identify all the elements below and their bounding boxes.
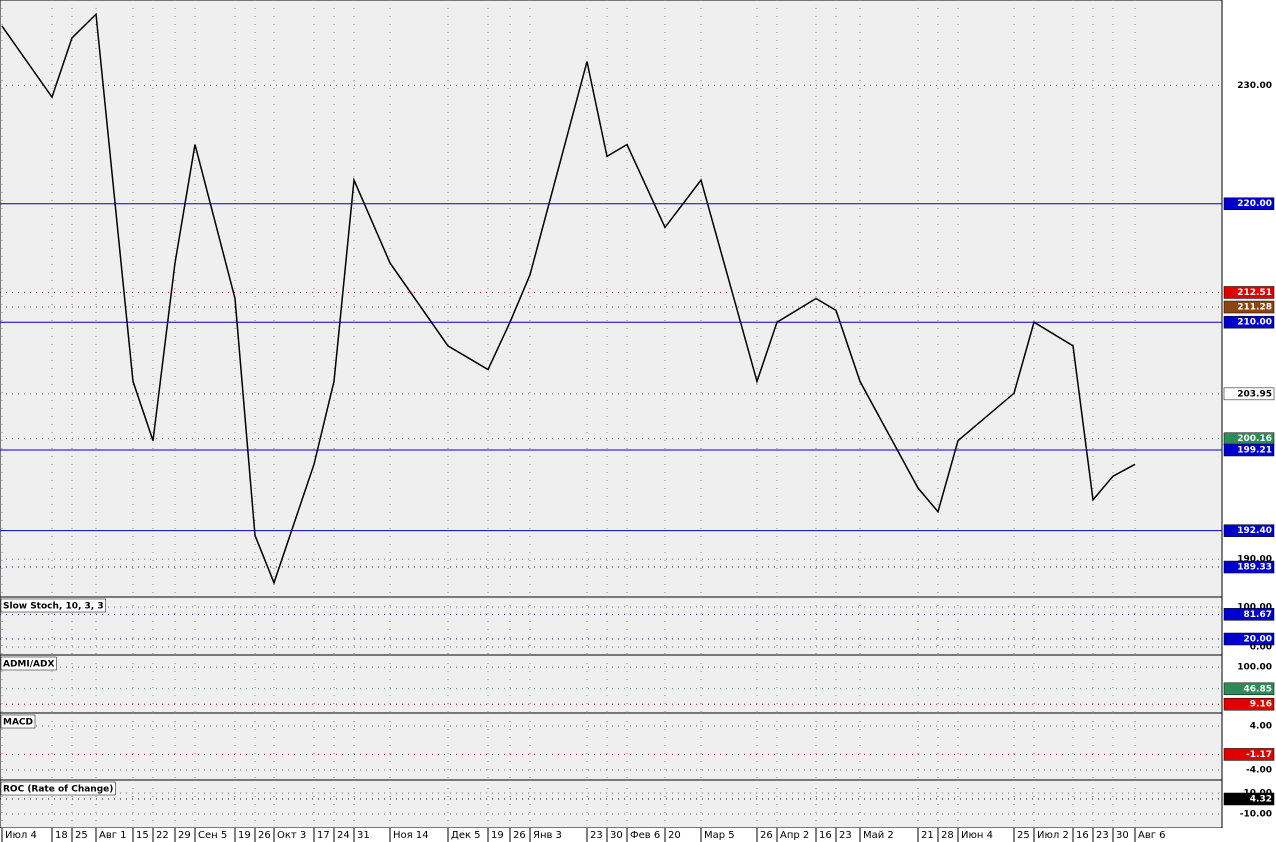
x-tick-label: Июл 2 xyxy=(1037,830,1069,841)
price-tag xyxy=(1223,682,1275,696)
y-tick-label: 211.28 xyxy=(1237,303,1272,313)
x-tick-label: Июн 4 xyxy=(961,830,993,841)
price-tag xyxy=(1223,315,1275,329)
y-tick-label: 81.67 xyxy=(1244,610,1272,620)
x-tick-label: 21 xyxy=(921,830,934,841)
x-tick-label: 31 xyxy=(357,830,370,841)
y-tick-label: -4.00 xyxy=(1246,765,1272,775)
x-tick-label: Май 2 xyxy=(863,830,894,841)
price-tag xyxy=(1223,443,1275,457)
panel xyxy=(0,779,1223,829)
title-bg xyxy=(0,781,116,796)
x-tick-label: Окт 3 xyxy=(277,830,306,841)
title-bg xyxy=(0,714,36,729)
title-bg xyxy=(0,656,57,671)
x-tick-label: 30 xyxy=(610,830,623,841)
y-tick-label: 20.00 xyxy=(1244,635,1272,645)
price-tag xyxy=(1223,387,1275,401)
panel-title: MACD xyxy=(3,718,33,728)
price-tag xyxy=(1223,608,1275,621)
y-tick-label: 46.85 xyxy=(1244,684,1272,694)
x-tick-label: 22 xyxy=(156,830,169,841)
y-tick-label: 220.00 xyxy=(1237,199,1272,209)
y-tick-label: 100.00 xyxy=(1237,663,1272,673)
x-tick-label: 28 xyxy=(941,830,954,841)
y-tick-label: 230.00 xyxy=(1237,81,1272,91)
y-tick-label: 190.00 xyxy=(1237,555,1272,565)
panel-title: ROC (Rate of Change) xyxy=(3,785,113,795)
y-tick-label: 189.33 xyxy=(1237,563,1272,573)
x-tick-label: 26 xyxy=(258,830,271,841)
x-tick-label: Авг 6 xyxy=(1138,830,1166,841)
x-tick-label: 23 xyxy=(590,830,603,841)
x-tick-label: 19 xyxy=(238,830,251,841)
x-tick-label: 26 xyxy=(513,830,526,841)
panel xyxy=(0,596,1223,656)
x-tick-label: Фев 6 xyxy=(630,830,660,841)
y-tick-label: 4.32 xyxy=(1250,794,1272,804)
x-tick-label: Дек 5 xyxy=(451,830,481,841)
x-tick-label: 29 xyxy=(178,830,191,841)
y-tick-label: 200.16 xyxy=(1237,434,1272,444)
price-tag xyxy=(1223,300,1275,314)
x-tick-label: 25 xyxy=(75,830,88,841)
x-tick-label: Мар 5 xyxy=(704,830,735,841)
x-tick-label: 16 xyxy=(819,830,832,841)
x-tick-label: 24 xyxy=(337,830,350,841)
y-tick-label: 199.21 xyxy=(1237,446,1272,456)
price-tag xyxy=(1223,524,1275,537)
x-tick-label: Сен 5 xyxy=(198,830,227,841)
x-tick-label: 23 xyxy=(1096,830,1109,841)
x-tick-label: 19 xyxy=(491,830,504,841)
title-bg xyxy=(0,598,106,613)
x-tick-label: Апр 2 xyxy=(780,830,809,841)
price-tag xyxy=(1223,697,1275,711)
x-tick-label: Июл 4 xyxy=(5,830,37,841)
y-tick-label: -10.00 xyxy=(1240,810,1272,820)
y-tick-label: 192.40 xyxy=(1237,526,1272,536)
panel-title: Slow Stoch, 10, 3, 3 xyxy=(3,602,104,612)
x-tick-label: 23 xyxy=(839,830,852,841)
y-tick-label: 203.95 xyxy=(1237,389,1272,399)
date-axis xyxy=(0,828,1276,842)
x-tick-label: Авг 1 xyxy=(99,830,127,841)
panel xyxy=(0,654,1223,714)
price-tag xyxy=(1223,286,1275,299)
y-tick-label: 0.00 xyxy=(1250,643,1272,653)
y-tick-label: 9.16 xyxy=(1250,700,1272,710)
panel xyxy=(0,0,1223,598)
x-tick-label: 25 xyxy=(1017,830,1030,841)
price-line xyxy=(1,12,1136,585)
y-tick-label: 100.00 xyxy=(1237,603,1272,613)
price-tag xyxy=(1223,197,1275,210)
y-tick-label: -1.17 xyxy=(1246,750,1272,760)
price-tag xyxy=(1223,792,1275,806)
price-tag xyxy=(1223,748,1275,761)
panel xyxy=(0,712,1223,781)
x-tick-label: 18 xyxy=(55,830,68,841)
x-tick-label: 26 xyxy=(760,830,773,841)
panel-title: ADMI/ADX xyxy=(3,660,54,670)
x-tick-label: 15 xyxy=(136,830,149,841)
x-tick-label: 16 xyxy=(1076,830,1089,841)
y-tick-label: 4.00 xyxy=(1250,721,1272,731)
x-tick-label: 20 xyxy=(668,830,681,841)
y-tick-label: 212.51 xyxy=(1237,288,1272,298)
x-tick-label: Ноя 14 xyxy=(393,830,429,841)
x-tick-label: 30 xyxy=(1116,830,1129,841)
price-tag xyxy=(1223,632,1275,646)
x-tick-label: Янв 3 xyxy=(533,830,562,841)
x-tick-label: 17 xyxy=(317,830,330,841)
y-tick-label: 210.00 xyxy=(1237,318,1272,328)
price-tag xyxy=(1223,560,1275,574)
